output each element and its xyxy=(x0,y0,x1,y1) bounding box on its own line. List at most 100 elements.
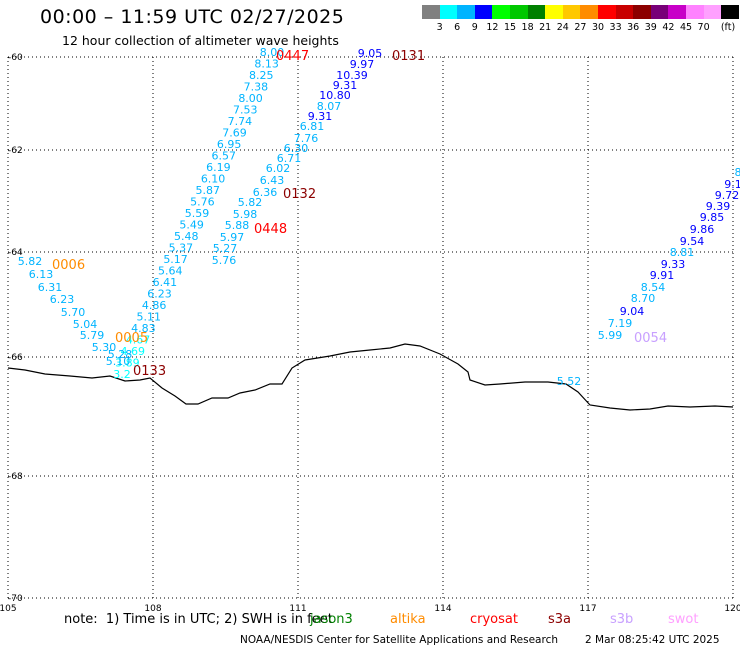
colorbar-unit-label: (ft) xyxy=(720,22,736,33)
colorbar-swatch xyxy=(615,5,634,19)
colorbar-swatch xyxy=(686,5,704,19)
wave-height-value: 8.25 xyxy=(249,69,274,82)
wave-height-value: 5.98 xyxy=(233,208,258,221)
wave-height-value: 8.00 xyxy=(260,46,285,59)
satellite-legend-item: s3a xyxy=(548,612,572,627)
colorbar-swatch xyxy=(562,5,581,19)
wave-height-value: 9.39 xyxy=(706,200,731,213)
wave-height-value: 6.30 xyxy=(284,142,309,155)
colorbar-swatch xyxy=(545,5,564,19)
pass-time-label: 0133 xyxy=(133,364,166,379)
colorbar-label: 18 xyxy=(521,22,534,33)
colorbar-label: 36 xyxy=(627,22,640,33)
latitude-tick-label: -62 xyxy=(8,146,23,156)
colorbar-swatch xyxy=(422,5,440,19)
satellite-legend-item: cryosat xyxy=(470,612,518,627)
wave-height-value: 6.57 xyxy=(212,150,237,163)
wave-height-value: 5.49 xyxy=(179,219,204,232)
colorbar-label: 30 xyxy=(591,22,605,33)
longitude-tick-label: 105 xyxy=(0,604,17,614)
wave-height-value: 5.11 xyxy=(137,311,162,324)
longitude-tick-label: 117 xyxy=(579,604,596,614)
wave-height-value: 6.23 xyxy=(147,288,172,301)
wave-height-value: 6.71 xyxy=(277,152,302,165)
wave-height-value: 9.31 xyxy=(308,110,333,123)
wave-height-value: 9.31 xyxy=(333,79,358,92)
colorbar-swatch xyxy=(633,5,652,19)
wave-height-value: 8 xyxy=(735,166,740,179)
latitude-tick-label: -68 xyxy=(8,472,23,482)
wave-height-value: 8.54 xyxy=(641,281,666,294)
track-group: 5.52 xyxy=(557,375,582,388)
longitude-tick-label: 114 xyxy=(434,604,451,614)
wave-height-value: 6.95 xyxy=(217,138,242,151)
wave-height-value: 5.27 xyxy=(213,242,238,255)
colorbar-label: 3 xyxy=(436,22,443,33)
wave-height-value: 5.88 xyxy=(225,219,250,232)
wave-height-value: 5.76 xyxy=(212,254,237,267)
wave-height-value: 9.72 xyxy=(715,189,740,202)
wave-height-value: 6.81 xyxy=(300,120,325,133)
wave-height-value: 5.76 xyxy=(190,196,215,209)
wave-height-value: 5.82 xyxy=(238,196,263,209)
colorbar-label: 21 xyxy=(539,22,552,33)
map-subtitle: 12 hour collection of altimeter wave hei… xyxy=(62,33,339,48)
wave-height-value: 9.86 xyxy=(690,223,715,236)
colorbar-label: 6 xyxy=(454,22,461,33)
track-group: 8.008.138.257.388.007.537.747.696.956.57… xyxy=(113,46,309,381)
colorbar-label: 15 xyxy=(503,22,517,33)
track-group: 0132 xyxy=(283,187,316,202)
colorbar-swatch xyxy=(721,5,740,19)
colorbar-swatch xyxy=(668,5,687,19)
colorbar-swatch xyxy=(439,5,458,19)
wave-height-value: 5.17 xyxy=(163,253,188,266)
generation-timestamp: 2 Mar 08:25:42 UTC 2025 xyxy=(585,634,720,646)
track-group: 6.716.026.436.365.825.985.885.975.275.76… xyxy=(212,152,302,267)
wave-height-value: 7.53 xyxy=(233,104,258,117)
wave-height-value: 9.54 xyxy=(680,235,705,248)
wave-height-value: 5.87 xyxy=(195,184,220,197)
pass-time-label: 0005 xyxy=(115,331,148,346)
longitude-tick-label: 111 xyxy=(289,604,306,614)
colorbar-swatch xyxy=(598,5,616,19)
wave-height-value: 7.38 xyxy=(244,81,269,94)
wave-height-value: 5.52 xyxy=(557,375,582,388)
wave-height-value: 7.74 xyxy=(228,115,253,128)
wave-height-value: 5.28 xyxy=(108,348,133,361)
wave-height-value: 6.02 xyxy=(266,162,291,175)
wave-height-value: 6.43 xyxy=(260,174,285,187)
pass-time-label: 0447 xyxy=(276,49,309,64)
wave-height-value: 5.37 xyxy=(169,242,194,255)
satellite-legend-item: swot xyxy=(668,612,699,627)
wave-height-value: 5.10 xyxy=(106,355,131,368)
wave-height-value: 9.1 xyxy=(724,178,740,191)
wave-height-value: 5.48 xyxy=(174,230,199,243)
wave-height-value: 6.41 xyxy=(153,276,178,289)
wave-height-value: 5.04 xyxy=(73,318,98,331)
wave-height-value: 9.97 xyxy=(350,58,375,71)
satellite-legend-item: altika xyxy=(390,612,426,627)
pass-time-label: 0448 xyxy=(254,222,287,237)
wave-height-value: 4.69 xyxy=(120,345,145,358)
wave-height-value: 5.59 xyxy=(185,207,210,220)
satellite-legend-item: jason3 xyxy=(310,612,353,627)
credit-text: NOAA/NESDIS Center for Satellite Applica… xyxy=(240,634,558,646)
wave-height-value: 8.07 xyxy=(317,100,342,113)
wave-height-value: 4.83 xyxy=(131,322,156,335)
colorbar-swatch xyxy=(510,5,528,19)
colorbar-swatch xyxy=(457,5,476,19)
antarctic-coastline xyxy=(7,343,734,411)
wave-height-value: 3.2 xyxy=(113,368,131,381)
colorbar-swatch xyxy=(474,5,493,19)
map-title: 00:00 – 11:59 UTC 02/27/2025 xyxy=(40,6,345,28)
colorbar-label: 24 xyxy=(556,22,569,33)
coastline xyxy=(7,343,734,411)
satellite-legend-item: s3b xyxy=(610,612,634,627)
colorbar-label: 39 xyxy=(644,22,657,33)
wave-height-value: 7.76 xyxy=(294,132,319,145)
latitude-tick-label: -70 xyxy=(8,594,23,604)
wave-height-value: 5.97 xyxy=(220,231,245,244)
colorbar-label: 9 xyxy=(471,22,478,33)
